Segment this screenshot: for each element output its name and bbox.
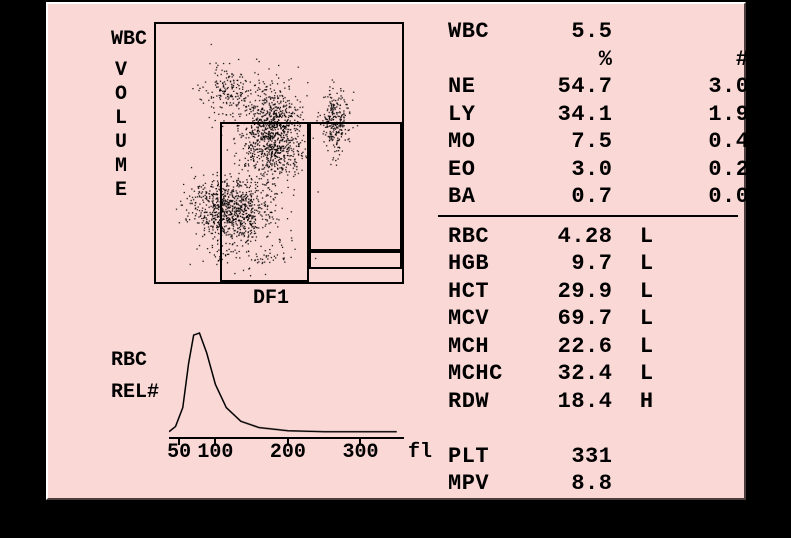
row-mo: MO 7.5 0.4 bbox=[448, 128, 749, 156]
histogram-tick-label: 100 bbox=[197, 441, 233, 464]
results-table: WBC 5.5 % #NE 54.7 3.0LY 34.1 1.9MO 7.5 … bbox=[448, 18, 749, 498]
row-ba: BA 0.7 0.0 bbox=[448, 183, 749, 211]
histogram-title-rel: REL# bbox=[111, 381, 159, 404]
row-mcv: MCV 69.7 L bbox=[448, 305, 749, 333]
section-divider bbox=[438, 215, 738, 217]
spacer bbox=[448, 415, 749, 443]
row-mch: MCH 22.6 L bbox=[448, 333, 749, 361]
scatter-xlabel: DF1 bbox=[253, 287, 289, 310]
row-rbc: RBC 4.28 L bbox=[448, 223, 749, 251]
histogram-canvas bbox=[169, 329, 404, 437]
row-header: % # bbox=[448, 46, 749, 74]
histogram-plot bbox=[169, 329, 404, 439]
histogram-title-rbc: RBC bbox=[111, 349, 147, 372]
histogram-unit: fl bbox=[408, 441, 432, 464]
scatter-plot bbox=[154, 22, 404, 284]
histogram-tick-label: 200 bbox=[270, 441, 306, 464]
row-hct: HCT 29.9 L bbox=[448, 278, 749, 306]
row-wbc: WBC 5.5 bbox=[448, 18, 749, 46]
row-eo: EO 3.0 0.2 bbox=[448, 156, 749, 184]
scatter-gate bbox=[220, 122, 309, 282]
scatter-gate bbox=[309, 251, 402, 269]
row-hgb: HGB 9.7 L bbox=[448, 250, 749, 278]
row-plt: PLT 331 bbox=[448, 443, 749, 471]
row-mpv: MPV 8.8 bbox=[448, 470, 749, 498]
row-rdw: RDW 18.4 H bbox=[448, 388, 749, 416]
scatter-title: WBC bbox=[111, 28, 147, 51]
histogram-tick-label: 50 bbox=[167, 441, 191, 464]
histogram-tick-label: 300 bbox=[342, 441, 378, 464]
scatter-ylabel: VOLUME bbox=[115, 59, 127, 203]
row-mchc: MCHC 32.4 L bbox=[448, 360, 749, 388]
scatter-gate bbox=[309, 122, 402, 251]
row-ne: NE 54.7 3.0 bbox=[448, 73, 749, 101]
row-ly: LY 34.1 1.9 bbox=[448, 101, 749, 129]
hematology-panel: WBC VOLUME DF1 RBC REL# WBC 5.5 % #NE 54… bbox=[46, 2, 746, 500]
